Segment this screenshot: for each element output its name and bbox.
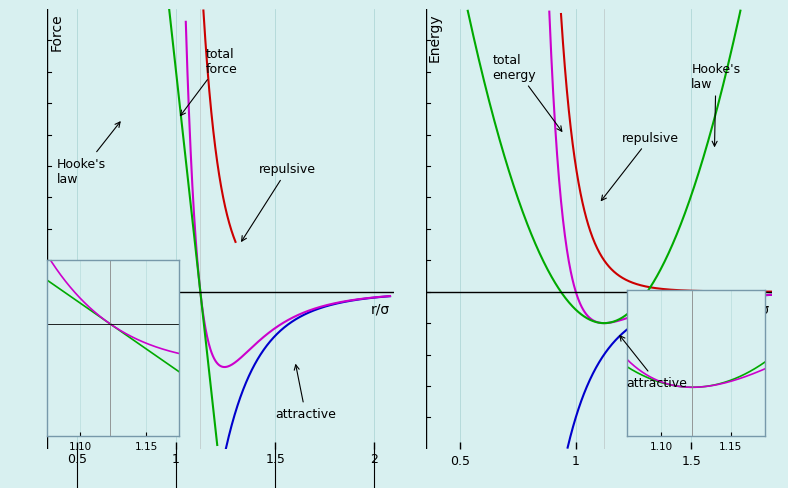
Text: repulsive: repulsive — [601, 132, 679, 201]
Text: Hooke's
law: Hooke's law — [58, 122, 120, 185]
Text: r/σ: r/σ — [751, 302, 770, 315]
Text: repulsive: repulsive — [242, 163, 316, 242]
Text: attractive: attractive — [620, 336, 687, 389]
Text: total
force: total force — [180, 47, 237, 116]
Text: Force: Force — [50, 13, 63, 50]
Text: total
energy: total energy — [492, 54, 562, 132]
Text: attractive: attractive — [275, 365, 336, 421]
Text: r/σ: r/σ — [371, 302, 390, 315]
Text: Energy: Energy — [428, 13, 442, 61]
Text: Hooke's
law: Hooke's law — [691, 63, 741, 147]
